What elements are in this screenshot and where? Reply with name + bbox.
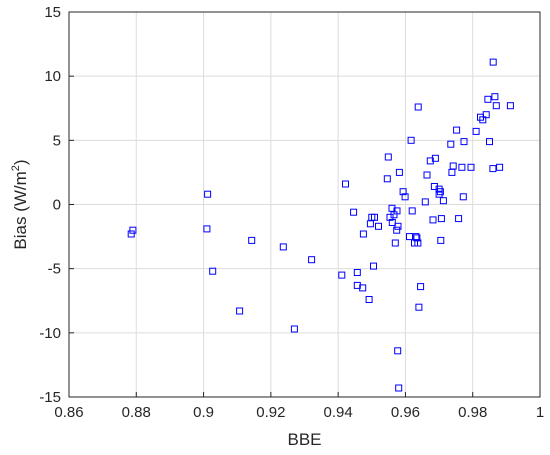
data-point bbox=[436, 188, 444, 196]
y-tick-label: -15 bbox=[39, 389, 61, 406]
data-point bbox=[484, 95, 492, 103]
data-point bbox=[353, 269, 361, 276]
data-point bbox=[393, 207, 401, 215]
x-axis-label: BBE bbox=[287, 430, 321, 449]
data-point bbox=[350, 208, 358, 216]
data-point bbox=[359, 284, 367, 292]
data-point bbox=[248, 236, 256, 244]
x-tick-label: 0.94 bbox=[324, 404, 353, 421]
x-tick-label: 1 bbox=[536, 404, 544, 421]
data-point bbox=[460, 138, 468, 146]
data-point bbox=[407, 136, 415, 144]
data-point bbox=[406, 233, 413, 241]
data-point bbox=[127, 230, 135, 238]
data-point bbox=[458, 163, 466, 171]
data-point bbox=[384, 153, 392, 161]
data-point bbox=[413, 234, 421, 242]
data-point bbox=[437, 215, 445, 223]
data-point bbox=[431, 154, 439, 162]
x-tick-label: 0.96 bbox=[391, 404, 420, 421]
y-axis-label-main: Bias (W/m bbox=[11, 171, 30, 249]
y-axis-label-superscript: 2 bbox=[10, 165, 22, 171]
data-point bbox=[492, 102, 500, 110]
data-point bbox=[129, 226, 137, 234]
data-point bbox=[290, 325, 298, 333]
x-tick-label: 0.98 bbox=[458, 404, 487, 421]
data-point bbox=[394, 222, 402, 230]
data-point bbox=[489, 165, 497, 173]
data-point bbox=[359, 230, 367, 238]
x-tick-label: 0.86 bbox=[54, 404, 83, 421]
data-point bbox=[414, 103, 422, 111]
data-point bbox=[491, 93, 499, 101]
data-point bbox=[417, 283, 425, 291]
x-tick-label: 0.9 bbox=[193, 404, 214, 421]
data-point bbox=[448, 168, 456, 176]
data-point bbox=[437, 236, 445, 244]
data-point bbox=[496, 163, 504, 171]
data-point bbox=[453, 126, 461, 134]
y-tick-label: 5 bbox=[53, 132, 61, 149]
data-point bbox=[394, 347, 402, 355]
data-point bbox=[308, 256, 316, 264]
y-tick-label: -5 bbox=[48, 261, 61, 278]
data-point bbox=[395, 168, 403, 176]
data-point bbox=[472, 127, 480, 135]
y-tick-label: 15 bbox=[44, 4, 61, 21]
data-point bbox=[467, 163, 475, 171]
y-tick-labels: -15 -10 -5 0 5 10 15 bbox=[39, 4, 61, 406]
y-axis-label-close: ) bbox=[11, 159, 30, 165]
y-tick-label: 0 bbox=[53, 197, 61, 214]
data-point bbox=[415, 303, 423, 311]
data-point bbox=[408, 207, 416, 215]
data-points bbox=[127, 58, 514, 392]
data-point bbox=[423, 171, 431, 179]
data-point bbox=[401, 193, 409, 201]
data-point bbox=[489, 58, 497, 66]
data-point bbox=[375, 222, 382, 230]
data-point bbox=[371, 213, 378, 221]
data-point bbox=[365, 296, 373, 303]
data-point bbox=[388, 219, 396, 226]
data-point bbox=[421, 198, 429, 206]
data-point bbox=[439, 197, 447, 205]
data-point bbox=[429, 216, 437, 224]
data-point bbox=[366, 220, 374, 228]
data-point bbox=[391, 239, 399, 247]
data-point bbox=[399, 188, 407, 196]
data-point bbox=[486, 138, 493, 146]
data-point bbox=[204, 190, 212, 198]
plot-frame bbox=[68, 11, 541, 398]
data-point bbox=[342, 180, 349, 188]
data-point bbox=[414, 239, 422, 247]
y-tick-label: -10 bbox=[39, 325, 61, 342]
data-point bbox=[338, 271, 346, 279]
data-point bbox=[209, 267, 217, 275]
data-point bbox=[395, 384, 403, 392]
x-tick-labels: 0.86 0.88 0.9 0.92 0.94 0.96 0.98 1 bbox=[54, 404, 544, 421]
data-point bbox=[455, 215, 463, 223]
data-point bbox=[279, 243, 287, 251]
data-point bbox=[370, 262, 377, 270]
y-axis-label: Bias (W/m2) bbox=[10, 159, 30, 249]
data-point bbox=[506, 102, 514, 110]
data-point bbox=[459, 193, 467, 201]
y-tick-label: 10 bbox=[44, 68, 61, 85]
data-point bbox=[393, 226, 401, 234]
data-point bbox=[383, 175, 391, 183]
grid-lines bbox=[68, 11, 541, 398]
data-point bbox=[449, 162, 457, 170]
data-point bbox=[447, 140, 455, 148]
x-tick-label: 0.92 bbox=[256, 404, 285, 421]
data-point bbox=[482, 111, 490, 119]
data-point bbox=[203, 225, 211, 233]
data-point bbox=[236, 307, 244, 315]
x-tick-label: 0.88 bbox=[122, 404, 151, 421]
